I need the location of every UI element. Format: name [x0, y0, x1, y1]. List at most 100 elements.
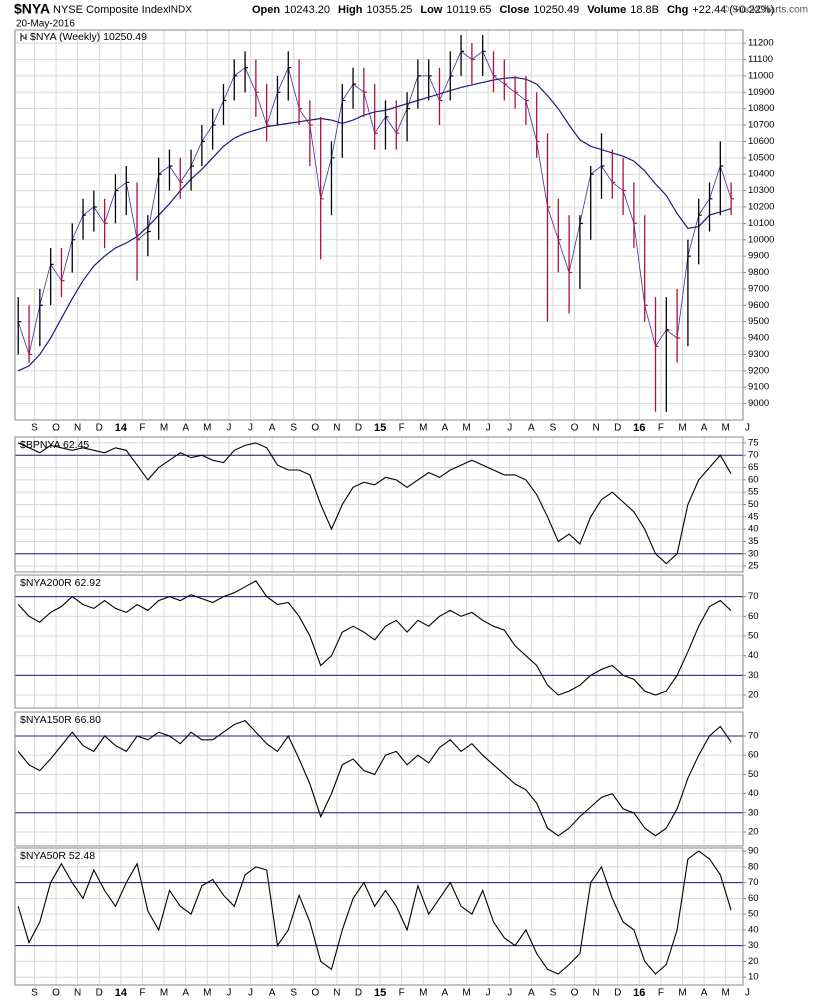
y-tick-label: 10100 [748, 218, 774, 229]
x-tick-label: J [745, 988, 750, 999]
x-tick-label: O [311, 423, 319, 434]
indicator-line [17, 850, 732, 975]
x-tick-label: S [550, 423, 557, 434]
x-tick-label: S [31, 423, 38, 434]
y-tick-label: 55 [748, 487, 759, 498]
y-tick-label: 10900 [748, 87, 774, 98]
indicator-line [17, 442, 732, 565]
y-tick-label: 60 [748, 611, 759, 622]
quote-label: Open [252, 4, 280, 16]
x-tick-label: M [203, 988, 211, 999]
y-tick-label: 11200 [748, 38, 774, 49]
y-tick-label: 9600 [748, 300, 769, 311]
panel-label: $NYA150R 66.80 [20, 714, 101, 726]
x-tick-label: N [592, 988, 599, 999]
x-tick-label: N [333, 423, 340, 434]
indicator-line [17, 580, 732, 696]
y-tick-label: 60 [748, 750, 759, 761]
y-tick-label: 9700 [748, 283, 769, 294]
x-tick-label: A [182, 988, 189, 999]
x-tick-label: M [160, 988, 168, 999]
x-tick-label: F [658, 988, 664, 999]
x-tick-label: N [74, 423, 81, 434]
x-tick-label: D [355, 423, 362, 434]
x-tick-label: N [333, 988, 340, 999]
quote-value: 10355.25 [366, 4, 412, 16]
x-tick-label: M [462, 423, 470, 434]
y-tick-label: 10500 [748, 152, 774, 163]
x-tick-label: D [96, 988, 103, 999]
y-tick-label: 9900 [748, 251, 769, 262]
x-tick-label: M [419, 423, 427, 434]
quote-label: High [338, 4, 363, 16]
y-tick-label: 75 [748, 437, 759, 448]
y-tick-label: 10300 [748, 185, 774, 196]
symbol: $NYA [14, 1, 50, 17]
x-tick-label: O [571, 423, 579, 434]
x-tick-label: M [462, 988, 470, 999]
y-tick-label: 10800 [748, 103, 774, 114]
y-tick-label: 60 [748, 893, 759, 904]
x-tick-label: F [658, 423, 664, 434]
x-tick-label: M [722, 988, 730, 999]
x-tick-label: S [290, 423, 297, 434]
y-tick-label: 50 [748, 631, 759, 642]
y-tick-label: 10200 [748, 201, 774, 212]
x-tick-label: S [550, 988, 557, 999]
y-tick-label: 11100 [748, 54, 773, 65]
y-tick-label: 10400 [748, 169, 774, 180]
panel-label: $BPNYA 62.45 [20, 439, 89, 451]
y-tick-label: 30 [748, 548, 759, 559]
y-tick-label: 35 [748, 536, 759, 547]
y-tick-label: 40 [748, 788, 759, 799]
x-tick-label: A [442, 988, 449, 999]
x-tick-label: M [203, 423, 211, 434]
y-tick-label: 30 [748, 940, 759, 951]
exchange: INDX [168, 5, 192, 16]
y-tick-label: 90 [748, 846, 759, 857]
y-tick-label: 70 [748, 450, 759, 461]
y-tick-label: 50 [748, 499, 759, 510]
y-tick-label: 50 [748, 769, 759, 780]
x-tick-label: A [528, 423, 535, 434]
y-tick-label: 20 [748, 827, 759, 838]
x-tick-label: A [442, 423, 449, 434]
index-name: NYSE Composite Index [53, 4, 169, 16]
legend-icon [20, 33, 27, 41]
y-tick-label: 20 [748, 956, 759, 967]
y-tick-label: 80 [748, 861, 759, 872]
x-tick-label: M [722, 423, 730, 434]
quote-label: Chg [667, 4, 688, 16]
y-tick-label: 40 [748, 650, 759, 661]
panel-frame [14, 436, 744, 573]
x-tick-label: J [486, 988, 491, 999]
quote-value: +22.44 (+0.22%) [692, 4, 774, 16]
x-tick-label: 14 [115, 987, 128, 999]
quote-label: Volume [587, 4, 626, 16]
panel-frame [14, 29, 744, 421]
quote-label: Low [420, 4, 442, 16]
x-tick-label: O [52, 988, 60, 999]
y-tick-label: 25 [748, 561, 759, 572]
x-tick-label: J [486, 423, 491, 434]
y-tick-label: 30 [748, 670, 759, 681]
y-tick-label: 45 [748, 511, 759, 522]
x-tick-label: J [248, 423, 253, 434]
legend: $NYA (Weekly) 10250.49 [30, 31, 147, 43]
x-tick-label: M [419, 988, 427, 999]
quote-value: 10119.65 [446, 4, 491, 16]
y-tick-label: 60 [748, 474, 759, 485]
x-tick-label: 16 [633, 422, 645, 434]
panel-label: $NYA200R 62.92 [20, 577, 101, 589]
x-tick-label: A [701, 988, 708, 999]
x-tick-label: A [528, 988, 535, 999]
y-tick-label: 9100 [748, 382, 769, 393]
x-tick-label: A [269, 423, 276, 434]
x-tick-label: O [311, 988, 319, 999]
x-tick-label: J [745, 423, 750, 434]
y-tick-label: 9000 [748, 398, 769, 409]
y-tick-label: 9800 [748, 267, 769, 278]
x-tick-label: S [290, 988, 297, 999]
y-tick-label: 65 [748, 462, 759, 473]
